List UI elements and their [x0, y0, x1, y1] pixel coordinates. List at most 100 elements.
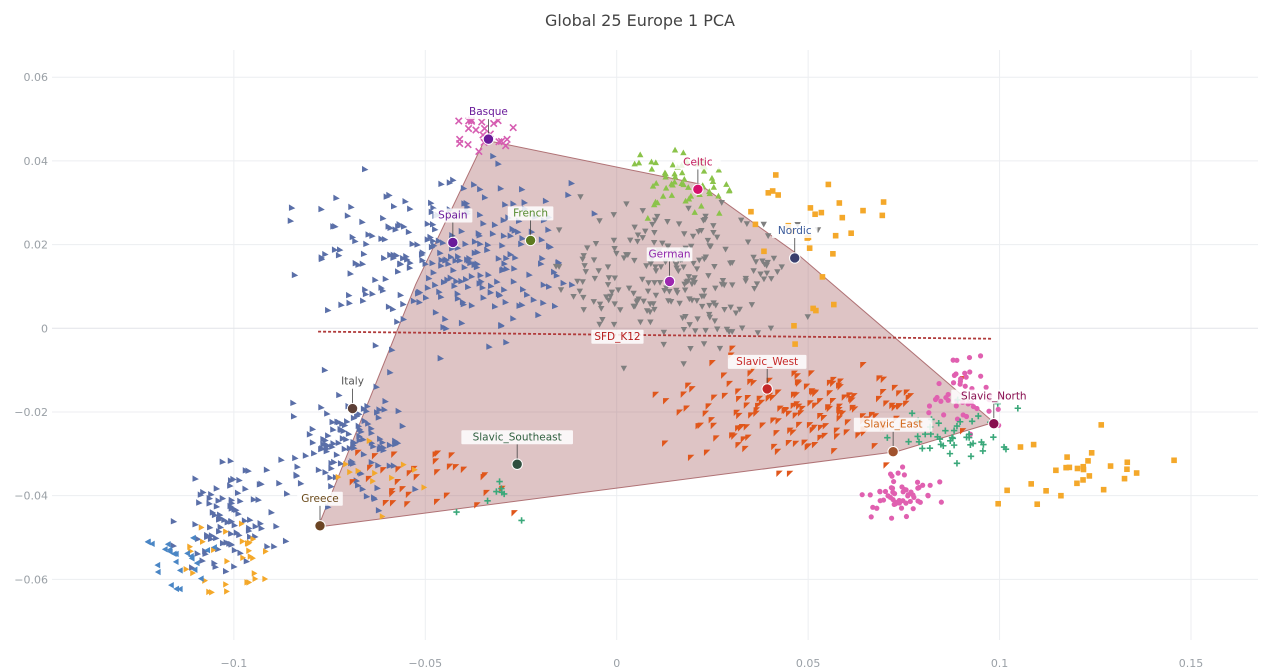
- scatter-point: [748, 302, 756, 308]
- scatter-point: [890, 489, 896, 495]
- scatter-point: [509, 123, 517, 132]
- scatter-point: [675, 221, 683, 228]
- scatter-point: [598, 306, 605, 312]
- scatter-point: [910, 492, 916, 498]
- scatter-point: [610, 237, 618, 244]
- scatter-point: [365, 475, 373, 483]
- scatter-point: [368, 425, 375, 432]
- scatter-point: [448, 452, 456, 459]
- scatter-point: [950, 380, 957, 386]
- scatter-point: [380, 214, 387, 222]
- scatter-point: [807, 205, 814, 211]
- scatter-point: [648, 158, 655, 165]
- scatter-point: [520, 286, 527, 293]
- scatter-point: [190, 534, 196, 542]
- scatter-point: [148, 540, 155, 548]
- scatter-point: [883, 400, 890, 407]
- scatter-point: [599, 317, 606, 323]
- y-tick-label: −0.02: [14, 406, 48, 419]
- scatter-point: [483, 489, 490, 497]
- scatter-point: [673, 287, 680, 294]
- scatter-point: [359, 218, 366, 226]
- scatter-point: [444, 276, 451, 283]
- scatter-point: [603, 294, 610, 301]
- scatter-point: [812, 402, 819, 410]
- scatter-point: [416, 298, 423, 306]
- scatter-point: [880, 376, 888, 384]
- scatter-point: [581, 263, 588, 269]
- scatter-point: [379, 513, 386, 520]
- scatter-point: [841, 394, 849, 401]
- scatter-point: [760, 221, 767, 228]
- scatter-point: [435, 237, 443, 244]
- scatter-point: [273, 522, 280, 530]
- scatter-point: [732, 310, 740, 317]
- scatter-point: [836, 200, 843, 206]
- scatter-point: [649, 182, 657, 189]
- scatter-point: [197, 575, 204, 582]
- population-celtic: Celtic: [675, 155, 721, 196]
- scatter-point: [880, 199, 887, 205]
- scatter-point: [769, 188, 776, 194]
- scatter-point: [671, 178, 678, 185]
- scatter-point: [650, 240, 658, 246]
- scatter-point: [611, 301, 618, 308]
- scatter-point: [471, 238, 479, 245]
- scatter-point: [639, 276, 646, 283]
- scatter-point: [833, 427, 841, 434]
- scatter-point: [348, 203, 355, 211]
- grid: [52, 50, 1258, 640]
- scatter-point: [590, 299, 597, 305]
- scatter-point: [813, 307, 819, 314]
- scatter-point: [1098, 422, 1105, 428]
- scatter-point: [228, 505, 236, 512]
- scatter-point: [579, 256, 586, 263]
- scatter-point: [678, 180, 685, 187]
- scatter-point: [287, 217, 295, 224]
- scatter-point: [347, 468, 353, 476]
- scatter-point: [458, 319, 466, 327]
- scatter-point: [743, 221, 751, 228]
- scatter-point: [311, 449, 318, 457]
- scatter-point: [363, 240, 370, 248]
- scatter-point: [430, 237, 437, 244]
- scatter-point: [1088, 450, 1095, 456]
- scatter-point: [846, 392, 853, 399]
- y-tick-label: 0: [41, 322, 48, 335]
- scatter-point: [656, 280, 664, 286]
- scatter-point: [271, 543, 278, 550]
- scatter-point: [868, 514, 874, 520]
- scatter-point: [793, 401, 801, 408]
- scatter-point: [896, 390, 903, 397]
- scatter-point: [495, 137, 503, 146]
- scatter-point: [651, 217, 659, 224]
- scatter-point: [392, 440, 399, 448]
- scatter-point: [817, 398, 824, 405]
- scatter-point: [708, 417, 716, 424]
- scatter-point: [938, 499, 944, 505]
- scatter-point: [829, 397, 837, 405]
- scatter-point: [519, 235, 526, 242]
- scatter-point: [502, 201, 509, 208]
- scatter-point: [432, 226, 439, 233]
- x-tick-label: 0.15: [1179, 657, 1204, 670]
- scatter-point: [1028, 481, 1034, 487]
- scatter-point: [335, 439, 343, 446]
- scatter-point: [644, 288, 652, 295]
- scatter-point: [775, 192, 781, 198]
- scatter-point: [645, 280, 652, 286]
- scatter-point: [712, 285, 719, 292]
- scatter-point: [184, 550, 190, 557]
- scatter-point: [753, 410, 760, 418]
- scatter-point: [166, 546, 173, 554]
- scatter-point: [406, 264, 414, 271]
- scatter-point: [278, 456, 285, 463]
- scatter-point: [1034, 501, 1041, 507]
- scatter-point: [228, 530, 235, 537]
- scatter-point: [790, 402, 798, 410]
- scatter-point: [284, 490, 291, 497]
- scatter-point: [713, 234, 721, 241]
- scatter-point: [568, 179, 576, 187]
- scatter-point: [781, 407, 788, 415]
- scatter-point: [347, 270, 354, 277]
